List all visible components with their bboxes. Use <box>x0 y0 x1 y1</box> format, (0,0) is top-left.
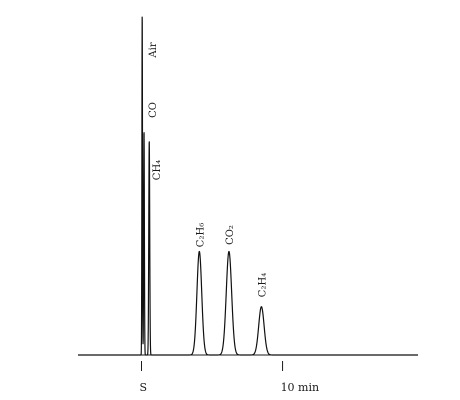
x-tick-label: S <box>139 381 147 394</box>
peak-labels: Air CO CH₄ C₂H₆ CO₂ C₂H₄ <box>148 42 268 297</box>
x-tick-label: 10 min <box>281 381 320 394</box>
trace-line <box>77 16 419 356</box>
peak-label: CO <box>148 102 159 118</box>
chromatogram-trace <box>77 16 419 356</box>
peak-label: CO₂ <box>225 225 236 245</box>
peak-label: C₂H₆ <box>195 223 206 247</box>
peak-label: C₂H₄ <box>257 273 268 297</box>
peak-label: CH₄ <box>152 160 163 180</box>
peak-label: Air <box>148 42 159 58</box>
x-axis-ticks: S 10 min <box>139 361 319 394</box>
